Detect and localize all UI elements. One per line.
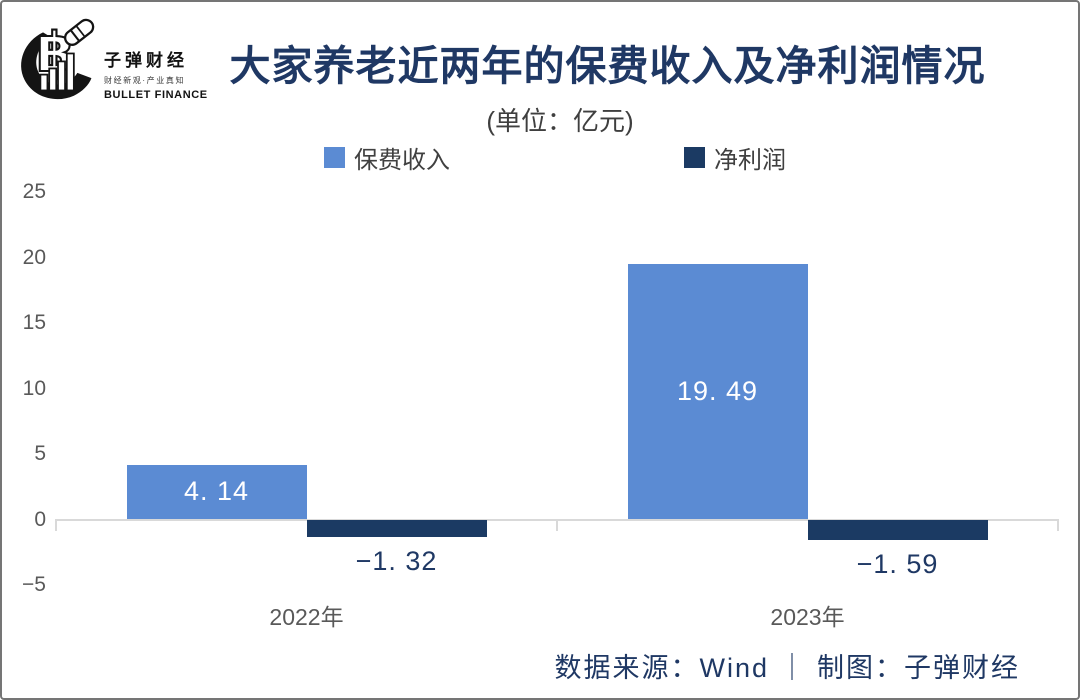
logo-text-block: 子弹财经 财经新观·产业真知 BULLET FINANCE (104, 46, 208, 110)
y-axis-tick-label: 20 (22, 245, 46, 269)
logo-title: 子弹财经 (104, 51, 188, 70)
x-axis-tick (556, 518, 558, 531)
x-axis-category-label-2: 2023年 (770, 604, 845, 630)
bar-value-label-premium-income-2: 19. 49 (676, 375, 759, 406)
bullet-finance-logo-icon: ฿ (21, 18, 95, 100)
y-axis-tick-label: 10 (22, 376, 46, 400)
y-axis-tick-label: −5 (22, 573, 46, 596)
brand-logo: ฿ 子弹财经 财经新观·产业真知 BULLET FINANCE (14, 10, 207, 110)
bar-premium-income-2 (627, 264, 808, 520)
chart-title: 大家养老近两年的保费收入及净利润情况 (229, 43, 986, 89)
y-axis-tick-label: 0 (34, 507, 46, 531)
y-axis-tick-label: 25 (22, 180, 46, 203)
x-axis-tick (55, 518, 57, 531)
legend-item-net-profit: 净利润 (684, 140, 786, 175)
bar-net-profit-1 (306, 519, 487, 537)
bar-value-label-net-profit-1: −1. 32 (355, 545, 438, 576)
legend-swatch-net-profit (684, 147, 705, 168)
legend-label-net-profit: 净利润 (714, 147, 786, 174)
bar-net-profit-2 (807, 519, 988, 541)
x-axis-category-label-1: 2022年 (269, 604, 344, 630)
logo-subtitle: BULLET FINANCE (104, 89, 208, 101)
bar-value-label-premium-income-1: 4. 14 (183, 476, 250, 507)
logo-tagline: 财经新观·产业真知 (104, 76, 186, 85)
bar-premium-income-1 (126, 465, 307, 520)
chart-unit-subtitle: (单位：亿元) (486, 106, 634, 136)
bar-value-label-net-profit-2: −1. 59 (856, 549, 939, 580)
legend-label-premium-income: 保费收入 (354, 147, 450, 174)
y-axis-tick-label: 5 (34, 442, 46, 465)
x-axis-tick (1057, 518, 1059, 531)
legend-item-premium-income: 保费收入 (324, 140, 450, 175)
legend: 保费收入 净利润 (2, 140, 1078, 174)
y-axis-tick-label: 15 (22, 311, 46, 334)
legend-swatch-premium-income (324, 147, 345, 168)
data-source-credit: 数据来源：Wind ｜ 制图：子弹财经 (554, 653, 1020, 683)
